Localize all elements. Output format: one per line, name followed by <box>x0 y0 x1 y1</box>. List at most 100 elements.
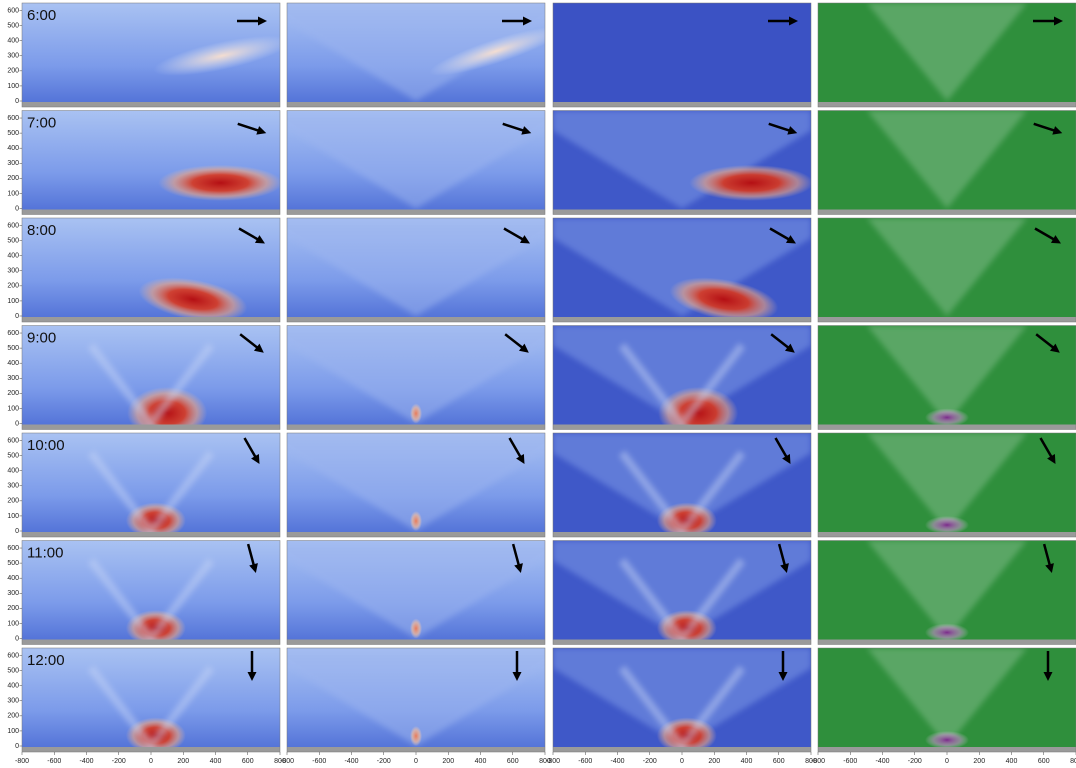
ground <box>553 425 811 430</box>
y-tick-label: 600 <box>7 545 19 552</box>
y-tick-label: 500 <box>7 560 19 567</box>
y-tick-label: 500 <box>7 345 19 352</box>
panel <box>553 111 813 215</box>
x-tick-label: 400 <box>210 758 222 765</box>
y-tick-label: 600 <box>7 115 19 122</box>
panel <box>818 3 1076 107</box>
y-tick-label: 400 <box>7 468 19 475</box>
y-tick-label: 0 <box>15 313 19 320</box>
x-tick-label: -400 <box>344 758 358 765</box>
panel <box>257 3 575 107</box>
y-tick-label: 0 <box>15 98 19 105</box>
ground <box>818 210 1076 215</box>
y-tick-label: 100 <box>7 83 19 90</box>
y-tick-label: 0 <box>15 420 19 427</box>
y-tick-label: 0 <box>15 205 19 212</box>
y-tick-label: 300 <box>7 160 19 167</box>
y-tick-label: 0 <box>15 635 19 642</box>
panel <box>818 326 1076 430</box>
x-tick-label: 200 <box>708 758 720 765</box>
ground <box>22 425 280 430</box>
y-tick-label: 100 <box>7 728 19 735</box>
panel <box>553 541 811 646</box>
panel <box>553 218 811 329</box>
x-tick-label: 400 <box>1006 758 1018 765</box>
panel <box>553 433 811 538</box>
panel <box>22 326 280 439</box>
x-tick-label: -800 <box>546 758 560 765</box>
time-label: 11:00 <box>27 544 63 561</box>
x-tick-label: 600 <box>773 758 785 765</box>
panel <box>22 111 282 215</box>
ground <box>818 102 1076 107</box>
x-tick-label: -600 <box>47 758 61 765</box>
x-tick-label: -600 <box>578 758 592 765</box>
x-tick-label: -200 <box>112 758 126 765</box>
ground <box>287 747 545 752</box>
x-tick-label: 400 <box>475 758 487 765</box>
y-tick-label: 0 <box>15 528 19 535</box>
panel <box>818 541 1076 645</box>
vortex <box>925 516 969 534</box>
ground <box>553 532 811 537</box>
y-tick-label: 500 <box>7 22 19 29</box>
time-label: 12:00 <box>27 652 65 669</box>
ground <box>287 210 545 215</box>
time-label: 8:00 <box>27 222 56 239</box>
y-tick-label: 200 <box>7 283 19 290</box>
panel <box>818 218 1076 322</box>
ground <box>22 640 280 645</box>
y-tick-label: 200 <box>7 713 19 720</box>
ground <box>22 747 280 752</box>
y-tick-label: 100 <box>7 513 19 520</box>
y-tick-label: 600 <box>7 330 19 337</box>
panel <box>257 218 575 322</box>
x-tick-label: 0 <box>414 758 418 765</box>
panel <box>553 3 811 107</box>
x-tick-label: 800 <box>1070 758 1076 765</box>
ground <box>287 640 545 645</box>
time-label: 9:00 <box>27 329 56 346</box>
ground <box>818 317 1076 322</box>
x-tick-label: -400 <box>610 758 624 765</box>
x-tick-label: 200 <box>442 758 454 765</box>
y-tick-label: 100 <box>7 620 19 627</box>
x-tick-label: 400 <box>741 758 753 765</box>
ground <box>22 102 280 107</box>
panel <box>22 218 280 329</box>
panel <box>22 3 293 107</box>
y-tick-label: 300 <box>7 483 19 490</box>
x-tick-label: 200 <box>177 758 189 765</box>
y-tick-label: 200 <box>7 390 19 397</box>
panel <box>818 648 1076 752</box>
y-tick-label: 400 <box>7 360 19 367</box>
time-label: 7:00 <box>27 114 56 131</box>
x-tick-label: -200 <box>643 758 657 765</box>
y-tick-label: 600 <box>7 222 19 229</box>
ground <box>818 747 1076 752</box>
ground <box>553 210 811 215</box>
panel <box>257 541 575 645</box>
y-tick-label: 100 <box>7 405 19 412</box>
ground <box>287 102 545 107</box>
x-tick-label: -200 <box>908 758 922 765</box>
y-tick-label: 300 <box>7 53 19 60</box>
y-tick-label: 400 <box>7 145 19 152</box>
y-tick-label: 0 <box>15 743 19 750</box>
ground <box>22 532 280 537</box>
y-tick-label: 400 <box>7 253 19 260</box>
y-tick-label: 300 <box>7 375 19 382</box>
x-tick-label: 600 <box>507 758 519 765</box>
panel <box>818 111 1076 215</box>
panel <box>818 433 1076 537</box>
figure: 6:0001002003004005006007:000100200300400… <box>0 0 1076 768</box>
x-tick-label: 600 <box>1038 758 1050 765</box>
ground <box>553 747 811 752</box>
y-tick-label: 500 <box>7 452 19 459</box>
x-tick-label: 600 <box>242 758 254 765</box>
panel <box>257 648 575 752</box>
y-tick-label: 400 <box>7 575 19 582</box>
y-tick-label: 300 <box>7 698 19 705</box>
y-tick-label: 300 <box>7 590 19 597</box>
ground <box>553 317 811 322</box>
